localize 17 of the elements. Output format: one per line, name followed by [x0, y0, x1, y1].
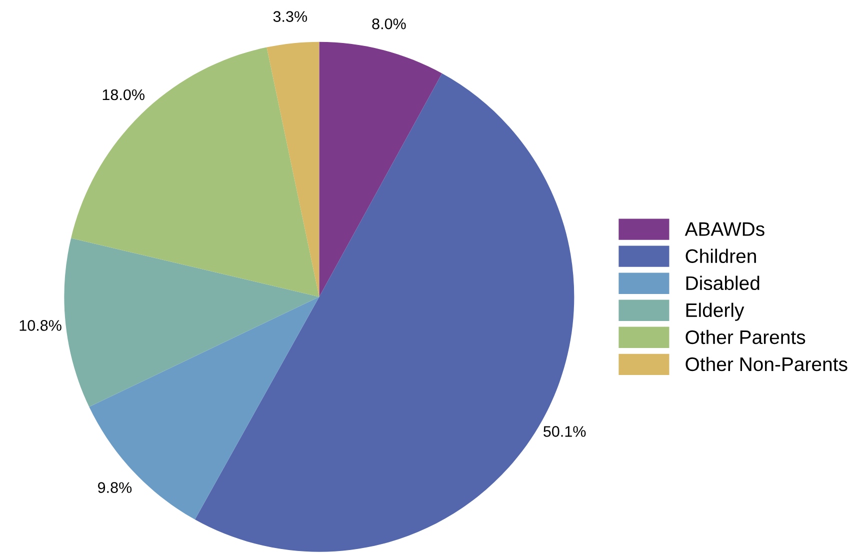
data-label: 3.3%: [273, 11, 308, 22]
legend-label: Disabled: [686, 276, 760, 290]
data-label: 50.1%: [544, 426, 586, 437]
legend-label: Other Parents: [686, 330, 806, 344]
data-label: 10.8%: [20, 320, 62, 331]
legend-label: Other Non-Parents: [686, 356, 848, 372]
pie-slice: [64, 238, 320, 407]
legend-label: ABAWDs: [684, 222, 764, 236]
data-label: 18.0%: [102, 89, 144, 100]
pie-slice: [71, 47, 320, 297]
pie-slice: [266, 42, 320, 297]
pie-slice: [89, 296, 320, 520]
data-label: 8.0%: [372, 18, 406, 30]
data-label: 9.8%: [98, 482, 132, 493]
legend-label: Children: [686, 248, 756, 264]
pie-slice: [319, 42, 442, 297]
legend-label: Elderly: [686, 302, 744, 321]
